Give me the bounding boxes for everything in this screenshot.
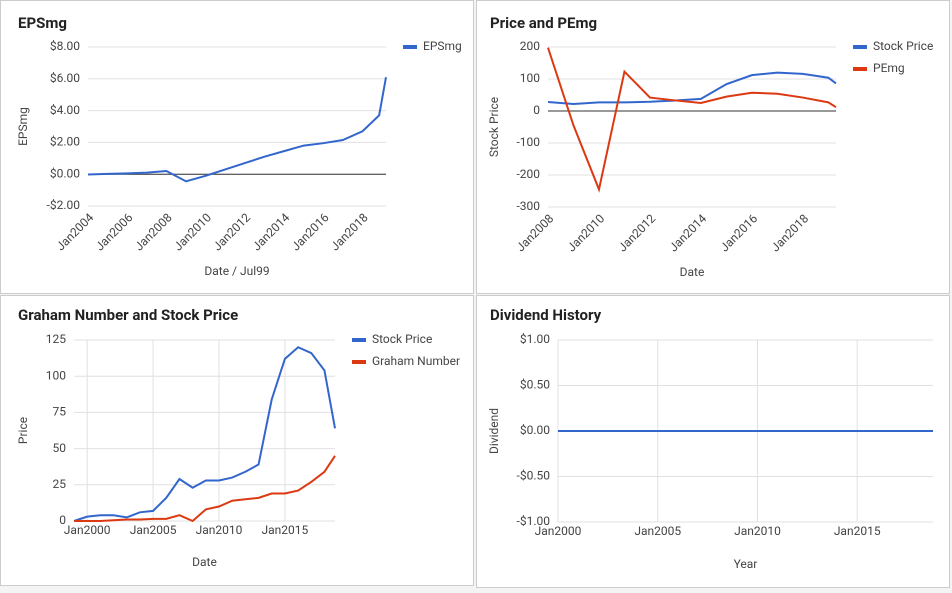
panel bbox=[476, 295, 950, 588]
y-tick-label: $0.00 bbox=[50, 166, 80, 180]
x-tick-label: Jan2000 bbox=[64, 523, 111, 537]
y-tick-label: $2.00 bbox=[50, 135, 80, 149]
y-tick-label: $0.50 bbox=[520, 378, 550, 392]
y-tick-label: -200 bbox=[516, 167, 540, 181]
legend-swatch bbox=[403, 45, 417, 49]
series-line bbox=[547, 71, 837, 105]
y-axis-label: EPSmg bbox=[16, 107, 30, 146]
legend-label: Graham Number bbox=[372, 354, 460, 368]
y-tick-label: $0.00 bbox=[520, 423, 550, 437]
series-line bbox=[87, 77, 387, 183]
y-tick-label: -300 bbox=[516, 199, 540, 213]
series-line bbox=[547, 47, 837, 193]
panel bbox=[476, 0, 950, 294]
y-tick-label: -$2.00 bbox=[47, 198, 81, 212]
x-tick-label: Jan2010 bbox=[734, 524, 781, 538]
x-tick-label: Jan2000 bbox=[535, 524, 582, 538]
y-tick-label: 75 bbox=[53, 405, 67, 419]
x-tick-label: Jan2015 bbox=[262, 523, 309, 537]
chart-title: EPSmg bbox=[18, 14, 67, 32]
legend-swatch bbox=[352, 338, 366, 342]
legend-swatch bbox=[853, 45, 867, 49]
chart-title: Graham Number and Stock Price bbox=[18, 306, 238, 324]
legend-swatch bbox=[853, 67, 867, 71]
y-tick-label: 100 bbox=[46, 368, 66, 382]
x-tick-label: Jan2005 bbox=[634, 524, 681, 538]
y-tick-label: 50 bbox=[53, 441, 67, 455]
y-tick-label: $6.00 bbox=[50, 71, 80, 85]
y-tick-label: -100 bbox=[516, 135, 540, 149]
chart-title: Dividend History bbox=[490, 306, 602, 324]
y-tick-label: 125 bbox=[46, 332, 66, 346]
x-tick-label: Jan2005 bbox=[130, 523, 177, 537]
y-tick-label: -$0.50 bbox=[517, 469, 551, 483]
x-axis-label: Date bbox=[680, 265, 705, 279]
y-axis-label: Price bbox=[16, 417, 30, 444]
series-line bbox=[74, 455, 336, 523]
y-axis-label: Stock Price bbox=[487, 97, 501, 157]
y-tick-label: 25 bbox=[53, 477, 67, 491]
y-tick-label: 0 bbox=[59, 513, 66, 527]
legend-swatch bbox=[352, 360, 366, 364]
y-tick-label: $4.00 bbox=[50, 103, 80, 117]
x-axis-label: Date bbox=[192, 555, 217, 569]
panel bbox=[0, 0, 474, 294]
legend-label: PEmg bbox=[873, 61, 905, 75]
y-axis-label: Dividend bbox=[487, 408, 501, 454]
legend-label: EPSmg bbox=[423, 39, 462, 53]
legend-label: Stock Price bbox=[873, 39, 933, 53]
y-tick-label: 200 bbox=[520, 39, 540, 53]
x-axis-label: Year bbox=[734, 557, 758, 571]
panel bbox=[0, 295, 474, 586]
series-line bbox=[73, 346, 336, 522]
legend-label: Stock Price bbox=[372, 332, 432, 346]
x-axis-label: Date / Jul99 bbox=[204, 264, 269, 278]
y-tick-label: $8.00 bbox=[50, 39, 80, 53]
x-tick-label: Jan2015 bbox=[834, 524, 881, 538]
chart-title: Price and PEmg bbox=[490, 14, 597, 32]
x-tick-label: Jan2010 bbox=[196, 523, 243, 537]
y-tick-label: 100 bbox=[520, 71, 540, 85]
y-tick-label: $1.00 bbox=[520, 332, 550, 346]
y-tick-label: 0 bbox=[533, 103, 540, 117]
y-tick-label: -$1.00 bbox=[517, 514, 551, 528]
